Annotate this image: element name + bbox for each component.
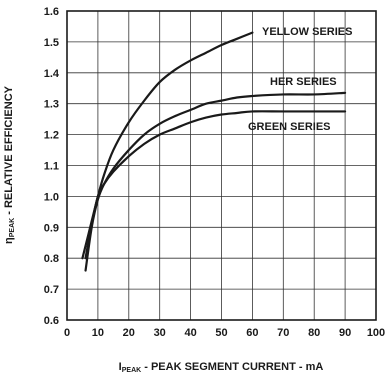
- x-tick-label: 100: [367, 327, 385, 339]
- grid: [66, 10, 377, 321]
- y-axis-title-rest: - RELATIVE EFFICIENCY: [3, 85, 15, 217]
- y-tick-label: 0.9: [44, 222, 59, 234]
- green-series-label: GREEN SERIES: [248, 121, 331, 133]
- x-axis-title-rest: - PEAK SEGMENT CURRENT - mA: [141, 361, 323, 373]
- green-series-line: [84, 110, 347, 260]
- x-tick-label: 20: [123, 327, 135, 339]
- y-tick-label: 1.4: [44, 68, 60, 80]
- x-tick-label: 70: [277, 327, 289, 339]
- y-tick-label: 1.2: [44, 130, 59, 142]
- y-tick-label: 1.5: [44, 37, 59, 49]
- y-tick-label: 1.1: [44, 161, 59, 173]
- yellow-series-label: YELLOW SERIES: [262, 26, 352, 38]
- y-tick-label: 1.6: [44, 6, 59, 18]
- x-tick-label: 90: [339, 327, 351, 339]
- her-series-label: HER SERIES: [270, 76, 337, 88]
- x-tick-label: 80: [308, 327, 320, 339]
- x-axis-title: IPEAK - PEAK SEGMENT CURRENT - mA: [119, 361, 324, 374]
- plot-frame: [66, 10, 377, 321]
- y-tick-label: 1.0: [44, 191, 59, 203]
- y-axis-title: ηPEAK - RELATIVE EFFICIENCY: [3, 85, 16, 244]
- x-tick-label: 50: [215, 327, 227, 339]
- x-tick-label: 40: [184, 327, 196, 339]
- y-tick-label: 0.7: [44, 284, 59, 296]
- y-axis-title-subscript: PEAK: [9, 218, 16, 237]
- y-tick-label: 0.8: [44, 253, 59, 265]
- x-tick-label: 10: [92, 327, 104, 339]
- x-tick-label: 60: [246, 327, 258, 339]
- y-tick-label: 0.6: [44, 315, 59, 327]
- y-axis-title-main: η: [3, 237, 15, 244]
- x-tick-label: 0: [64, 327, 70, 339]
- yellow-series-line: [81, 31, 254, 260]
- x-axis-title-main: I: [119, 361, 122, 373]
- her-series-line: [84, 91, 347, 272]
- series-lines: [81, 31, 347, 272]
- x-tick-label: 30: [154, 327, 166, 339]
- tick-labels: 0 10 20 30 40 50 60 70 80 90 100 0.6 0.7 0.8 0.9 1.0 1.1…: [44, 6, 385, 339]
- x-axis-title-subscript: PEAK: [122, 367, 141, 374]
- series-labels: YELLOW SERIES HER SERIES GREEN SERIES: [248, 26, 352, 133]
- y-tick-label: 1.3: [44, 99, 59, 111]
